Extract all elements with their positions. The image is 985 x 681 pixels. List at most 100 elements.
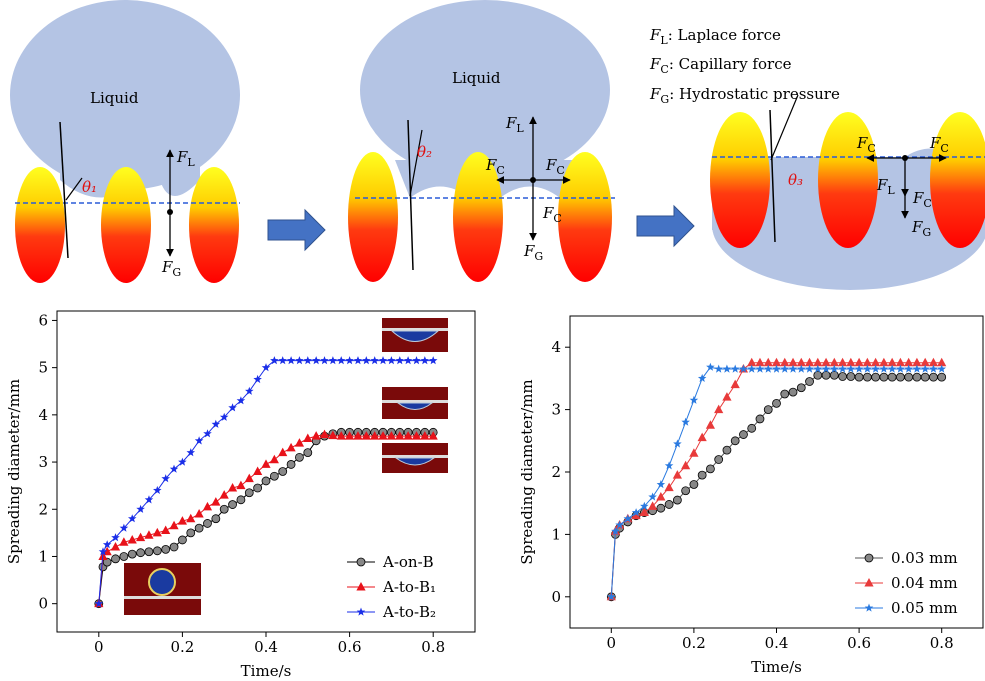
legend-label: 0.04 mm [891,574,958,592]
contact-line [769,109,776,243]
marker [294,438,305,447]
marker [111,533,120,542]
marker [102,557,112,567]
marker [813,364,823,373]
legend-label: 0.03 mm [891,549,958,567]
marker [186,448,195,457]
schematic: θ₁ Liquid FL FG θ₂ Liquid FL FC FC FC FG… [10,0,985,290]
force-label: FC [545,156,565,177]
marker [830,364,839,373]
angle-label: θ₃ [788,171,803,189]
marker [127,549,137,559]
marker [328,430,338,440]
marker [714,404,724,414]
marker [771,357,782,367]
marker [127,534,137,544]
marker [755,414,765,424]
marker [353,431,363,440]
angle-label: θ₁ [82,178,97,196]
marker [656,480,666,489]
marker [395,356,404,365]
marker [863,364,872,373]
marker [337,356,346,365]
y-tick-label: 1 [551,525,561,543]
marker [244,488,254,498]
marker [336,431,346,440]
marker [920,364,930,373]
marker [912,357,922,367]
marker [320,356,329,365]
marker [211,497,221,506]
force-sub: G [534,250,543,263]
marker [631,510,641,520]
force-symbol: F [912,189,924,207]
liquid [10,0,240,190]
marker [403,431,413,440]
marker [278,447,288,457]
legend-label: A-on-B [382,553,434,571]
marker [623,514,633,523]
tangent-line [770,94,799,161]
marker [227,483,238,492]
marker [904,357,914,367]
pillar [15,167,65,283]
force-sub: C [940,142,948,155]
marker [705,420,716,429]
marker [161,544,171,554]
angle-label: θ₂ [417,143,432,161]
marker [854,364,864,373]
marker [829,357,839,367]
marker [681,460,691,470]
y-tick-label: 2 [551,463,561,481]
marker [236,396,246,405]
marker [286,442,296,452]
marker [805,364,814,373]
force-symbol: F [649,55,661,73]
point [530,177,536,183]
marker [887,364,897,373]
marker [780,364,789,373]
marker [144,547,154,557]
marker [236,495,246,505]
marker [286,356,296,365]
marker [245,386,254,395]
marker [387,356,396,365]
marker [864,578,874,587]
marker [871,364,880,373]
marker [780,389,790,399]
marker [864,553,874,563]
marker [730,379,740,389]
marker [607,592,616,601]
marker [714,455,724,464]
flow-arrow [636,204,695,248]
y-tick-label: 4 [38,406,48,424]
force-legend: FG: Hydrostatic pressure [649,85,840,106]
y-axis-label: Spreading diameter/mm [518,379,536,564]
pillar [930,112,985,248]
y-tick-label: 0 [551,588,561,606]
inset-image [382,318,448,352]
marker [739,364,748,373]
marker [303,433,313,442]
marker [361,431,371,440]
marker [295,452,304,462]
marker [161,525,171,535]
force-symbol: F [929,134,941,152]
force-symbol: F [649,85,661,103]
marker [829,370,839,380]
marker [672,495,682,505]
marker [119,523,129,532]
marker [286,460,296,469]
y-tick-label: 1 [38,547,48,565]
x-tick-label: 0.2 [682,634,706,652]
force-symbol: F [176,148,188,166]
marker [203,519,212,528]
force-text: : Capillary force [669,55,792,73]
x-tick-label: 0.4 [254,638,278,656]
marker [648,492,657,501]
marker [395,431,405,440]
marker [261,363,271,372]
force-sub: C [660,63,668,76]
marker [813,370,823,380]
